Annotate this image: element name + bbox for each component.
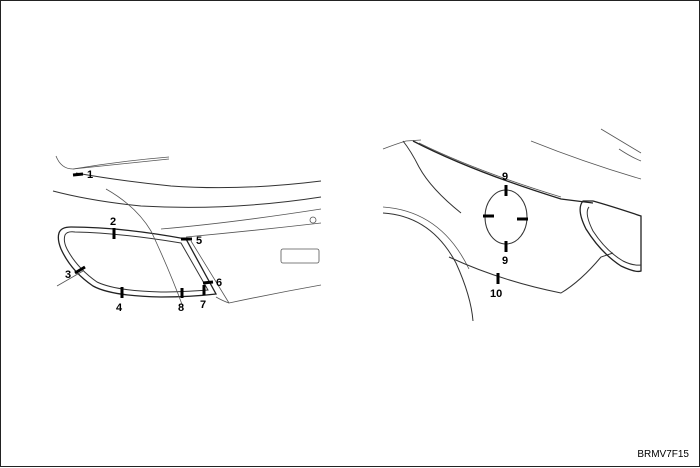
wheel-arch-inner [382,206,470,270]
quarter-upper-line [52,190,322,208]
rear-window-edge [55,155,170,170]
rear-window-inner [72,156,170,170]
callout-labels: 1 2 3 4 5 6 7 8 9 9 10 [65,169,508,314]
left-view-rear-tail-lamp [52,155,322,308]
bumper-line [56,270,84,287]
callout-1: 1 [87,169,93,181]
c-pillar-line [402,140,462,214]
callout-9-bottom: 9 [502,255,508,267]
callout-3: 3 [65,269,71,281]
marker-1 [72,172,84,177]
marker-6 [202,280,214,285]
quarter-seam-line [105,188,184,308]
beltline-inner [418,142,562,198]
roof-edge [382,139,422,150]
beltline-upper [412,140,594,204]
tail-lamp-side-inner [586,206,642,266]
callout-4: 4 [116,302,123,314]
figure-code: BRMV7F15 [637,449,689,460]
tail-lamp-outer [57,226,218,298]
trunk-lid-top [75,172,322,189]
trunk-top-line-3 [618,148,642,162]
rear-panel-side [215,296,230,304]
marker-3 [74,265,86,275]
tail-lamp-inner [63,231,209,293]
callout-2: 2 [110,216,116,228]
wheel-arch [382,212,474,322]
tail-lamp-side-outer [579,200,642,273]
right-view-rear-fender [382,128,642,322]
callout-6: 6 [216,277,222,289]
callout-10: 10 [490,288,502,300]
callout-5: 5 [196,235,202,247]
plate-recess [280,248,320,264]
callout-7: 7 [200,299,206,311]
trunk-top-line-2 [600,128,642,154]
rear-panel-edge [190,240,322,304]
lower-body-line [448,252,614,294]
trunk-top-line [530,140,642,180]
trunk-lid-lower-line [185,222,322,238]
trunk-lid-character-line [160,208,322,230]
callout-9-top: 9 [502,171,508,183]
markers [72,172,528,298]
trunk-lock [309,216,317,224]
callout-8: 8 [178,302,184,314]
